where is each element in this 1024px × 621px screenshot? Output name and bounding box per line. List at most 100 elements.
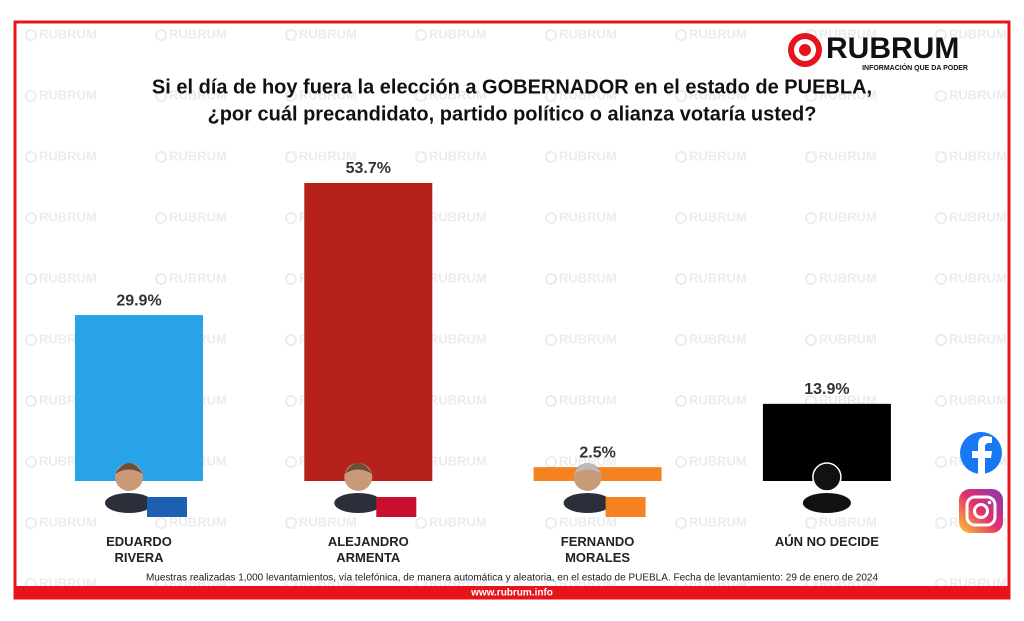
watermark: RUBRUM	[819, 514, 877, 529]
watermark: RUBRUM	[949, 270, 1007, 285]
watermark-mark	[155, 90, 167, 102]
watermark: RUBRUM	[689, 209, 747, 224]
logo-mark	[799, 44, 811, 56]
watermark-mark	[935, 273, 947, 285]
watermark-mark	[285, 90, 297, 102]
watermark: RUBRUM	[949, 148, 1007, 163]
watermark: RUBRUM	[429, 270, 487, 285]
value-label: 13.9%	[804, 381, 849, 398]
logo-text: RUBRUM	[826, 32, 959, 65]
watermark-mark	[675, 456, 687, 468]
watermark: RUBRUM	[689, 87, 747, 102]
watermark: RUBRUM	[169, 209, 227, 224]
watermark: RUBRUM	[299, 514, 357, 529]
bar	[75, 315, 203, 481]
watermark-mark	[545, 456, 557, 468]
watermark-mark	[285, 395, 297, 407]
portrait-hair	[573, 463, 602, 474]
watermark: RUBRUM	[819, 392, 877, 407]
bar	[304, 182, 433, 481]
x-tick-label: EDUARDO RIVERA	[106, 534, 172, 565]
watermark: RUBRUM	[689, 392, 747, 407]
watermark: RUBRUM	[689, 331, 747, 346]
instagram-glyph[interactable]	[987, 500, 992, 505]
instagram-glyph[interactable]	[973, 503, 989, 519]
watermark-mark	[155, 273, 167, 285]
portrait-hair	[344, 463, 373, 474]
instagram-icon[interactable]	[959, 489, 1003, 533]
x-tick-label: AÚN NO DECIDE	[774, 534, 879, 549]
watermark: RUBRUM	[949, 392, 1007, 407]
watermark: RUBRUM	[949, 209, 1007, 224]
watermark-mark	[935, 395, 947, 407]
watermark: RUBRUM	[819, 331, 877, 346]
watermark: RUBRUM	[559, 331, 617, 346]
watermark-mark	[675, 273, 687, 285]
watermark-mark	[25, 29, 37, 41]
portrait-body	[334, 493, 383, 513]
watermark-mark	[25, 90, 37, 102]
watermark: RUBRUM	[559, 270, 617, 285]
watermark: RUBRUM	[559, 209, 617, 224]
facebook-glyph[interactable]	[972, 436, 992, 475]
watermark-mark	[545, 151, 557, 163]
watermark: RUBRUM	[819, 26, 877, 41]
footer-band	[15, 586, 1009, 599]
watermark-mark	[935, 90, 947, 102]
watermark: RUBRUM	[949, 331, 1007, 346]
watermark-mark	[805, 273, 817, 285]
portrait-body	[802, 493, 851, 513]
x-tick-label: ALEJANDRO ARMENTA	[327, 534, 409, 565]
watermark-mark	[25, 212, 37, 224]
party-logos	[605, 497, 646, 517]
watermark: RUBRUM	[39, 209, 97, 224]
watermark-mark	[675, 90, 687, 102]
chart-subtitle: ¿por cuál precandidato, partido político…	[208, 103, 817, 125]
watermark-mark	[675, 395, 687, 407]
chart-title: Si el día de hoy fuera la elección a GOB…	[152, 76, 872, 98]
watermark-mark	[25, 456, 37, 468]
watermark-mark	[25, 334, 37, 346]
watermark-mark	[675, 334, 687, 346]
watermark-mark	[935, 29, 947, 41]
watermark-mark	[25, 151, 37, 163]
watermark: RUBRUM	[39, 148, 97, 163]
watermark: RUBRUM	[689, 270, 747, 285]
watermark-mark	[675, 151, 687, 163]
watermark: RUBRUM	[169, 514, 227, 529]
watermark-mark	[155, 151, 167, 163]
watermark-mark	[805, 517, 817, 529]
watermark-mark	[545, 395, 557, 407]
watermark-mark	[25, 517, 37, 529]
watermark-mark	[25, 395, 37, 407]
note: Muestras realizadas 1,000 levantamientos…	[146, 573, 879, 584]
facebook-icon[interactable]	[960, 432, 1002, 475]
watermark-mark	[285, 151, 297, 163]
watermark: RUBRUM	[39, 514, 97, 529]
watermark: RUBRUM	[949, 26, 1007, 41]
watermark: RUBRUM	[169, 87, 227, 102]
watermark-mark	[935, 151, 947, 163]
watermark-mark	[285, 29, 297, 41]
watermark-mark	[155, 29, 167, 41]
watermark-mark	[935, 456, 947, 468]
watermark: RUBRUM	[429, 514, 487, 529]
value-label: 2.5%	[579, 444, 615, 461]
watermark: RUBRUM	[429, 392, 487, 407]
watermark: RUBRUM	[689, 453, 747, 468]
watermark: RUBRUM	[169, 148, 227, 163]
watermark: RUBRUM	[429, 331, 487, 346]
watermark-mark	[285, 517, 297, 529]
watermark-mark	[545, 517, 557, 529]
watermark-mark	[415, 517, 427, 529]
watermark-mark	[545, 90, 557, 102]
watermark: RUBRUM	[39, 26, 97, 41]
instagram-glyph[interactable]	[965, 495, 997, 527]
watermark: RUBRUM	[559, 148, 617, 163]
watermark-mark	[415, 29, 427, 41]
party-logos	[147, 497, 187, 517]
portrait-body	[105, 493, 153, 513]
watermark: RUBRUM	[429, 87, 487, 102]
